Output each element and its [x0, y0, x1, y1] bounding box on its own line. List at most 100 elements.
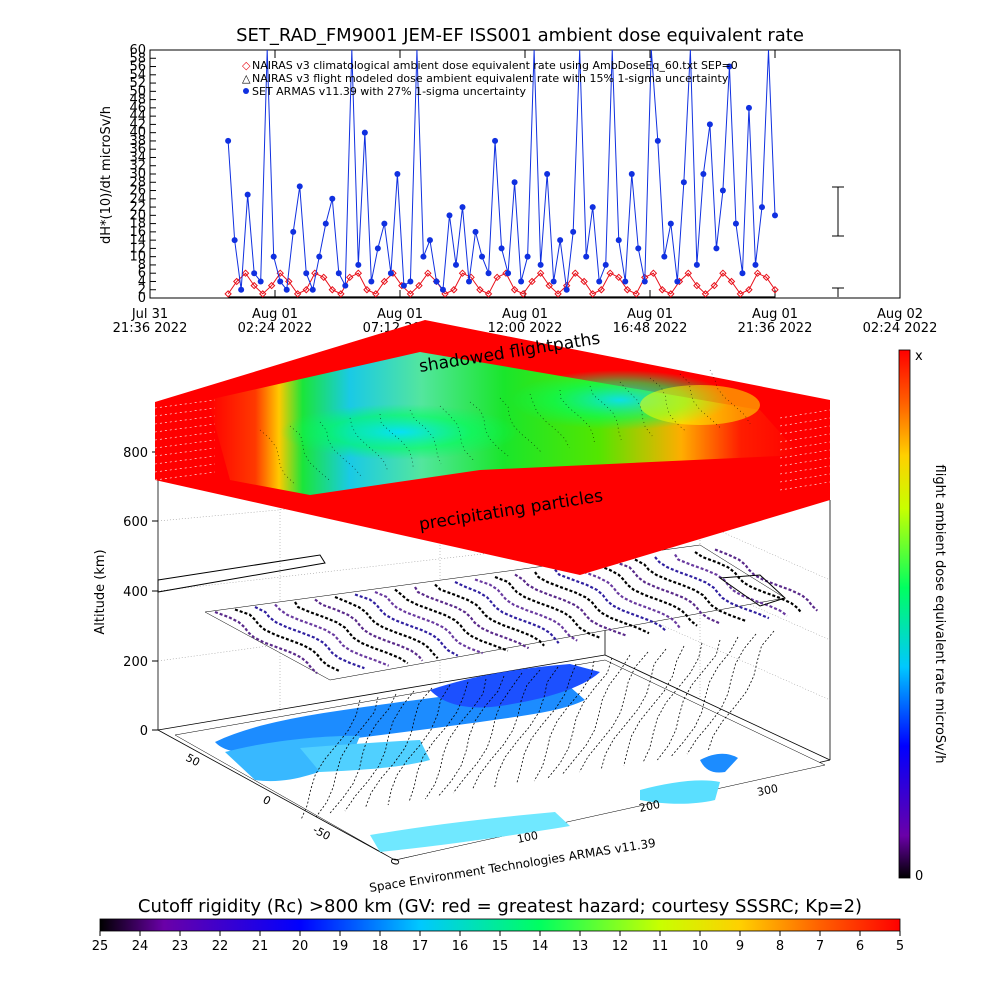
- series-set-armas-point: [732, 220, 739, 227]
- ground-track-strip: [157, 554, 326, 593]
- series-set-armas-point: [602, 261, 609, 268]
- series-set-armas-point: [654, 137, 661, 144]
- cutoff-rigidity-tick-label: 10: [692, 939, 709, 954]
- cutoff-rigidity-tick-label: 6: [856, 939, 864, 954]
- slab-layer-line: [154, 463, 216, 473]
- series-nairas-climatological-point: [458, 269, 467, 277]
- timeseries-y-tick-label: 38: [129, 134, 146, 149]
- flightpath-end-marker: [718, 574, 786, 607]
- series-set-armas-point: [524, 253, 531, 260]
- series-nairas-climatological-point: [267, 281, 276, 290]
- series-nairas-climatological-point: [536, 269, 545, 277]
- series-nairas-climatological-point: [658, 286, 666, 294]
- map-track: [452, 672, 523, 794]
- slab-shadow-track: [439, 405, 474, 461]
- flightpath-track: [554, 568, 667, 632]
- series-set-armas-point: [550, 278, 557, 285]
- series-set-armas-point: [452, 261, 459, 268]
- slab-layer-line: [779, 449, 831, 459]
- timeseries-x-tick-date: Aug 01: [252, 307, 298, 322]
- flightpath-track: [334, 595, 439, 659]
- timeseries-y-tick-label: 58: [129, 51, 146, 66]
- flightpath-track: [714, 548, 819, 612]
- series-nairas-climatological-point: [363, 286, 371, 294]
- slab-layer-line: [779, 433, 831, 443]
- series-set-armas-point: [752, 261, 759, 268]
- map-x-tick-100: 100: [516, 829, 539, 846]
- series-nairas-climatological-point: [693, 281, 701, 290]
- series-nairas-climatological-point: [406, 290, 415, 298]
- slab-layer-line: [779, 481, 831, 491]
- series-nairas-climatological-point: [224, 290, 232, 298]
- series-set-armas-point: [446, 212, 453, 219]
- map-flight-tracks: [300, 630, 775, 821]
- slab-shadow-track: [679, 373, 721, 429]
- uncertainty-error-bar: [832, 186, 844, 297]
- legend-marker-diamond: ◇: [242, 59, 251, 72]
- flightpath-track: [274, 603, 390, 667]
- series-set-armas-point: [244, 191, 251, 198]
- flightpath-track: [314, 598, 424, 662]
- flightpath-track: [694, 551, 803, 614]
- flightpath-track: [474, 578, 578, 642]
- series-nairas-climatological-point: [615, 273, 623, 282]
- series-set-armas-point: [479, 253, 486, 260]
- flightpath-track: [254, 606, 365, 670]
- timeseries-x-tick-time: 16:48 2022: [613, 321, 688, 336]
- timeseries-legend: ◇ NAIRAS v3 climatological ambient dose …: [242, 59, 738, 98]
- series-set-armas-point: [387, 270, 394, 277]
- colorbar-top-label: x: [915, 349, 923, 364]
- map-axis-ticks: 0 100 200 300 -50 0 50: [184, 751, 780, 867]
- series-nairas-climatological-point: [606, 269, 614, 277]
- timeseries-x-tick-date: Jul 31: [131, 307, 168, 322]
- timeseries-y-tick-label: 36: [129, 142, 146, 157]
- series-set-armas-point: [309, 286, 316, 293]
- series-nairas-climatological-point: [415, 281, 423, 290]
- timeseries-y-tick-label: 32: [129, 159, 146, 174]
- map-track: [686, 633, 757, 755]
- series-set-armas-point: [466, 278, 473, 285]
- series-set-armas-point: [544, 171, 551, 177]
- cutoff-rigidity-tick-label: 8: [776, 939, 784, 954]
- series-nairas-climatological-point: [571, 269, 579, 277]
- series-set-armas-point: [596, 278, 603, 285]
- slab-layer-line: [779, 465, 831, 475]
- series-nairas-climatological-point: [632, 290, 640, 298]
- timeseries-y-tick-label: 20: [129, 208, 146, 223]
- series-nairas-climatological-point: [241, 269, 250, 277]
- flightpath-track: [594, 563, 698, 627]
- map-track: [670, 636, 739, 758]
- cutoff-rigidity-tick-label: 13: [572, 939, 589, 954]
- flightpath-track: [574, 566, 681, 629]
- timeseries-y-tick-label: 48: [129, 93, 146, 108]
- timeseries-x-tick-date: Aug 02: [877, 307, 923, 322]
- map-track: [364, 687, 433, 809]
- series-nairas-climatological-line: [227, 272, 776, 295]
- map-track: [642, 642, 703, 764]
- timeseries-y-tick-label: 14: [129, 233, 146, 248]
- series-set-armas-point: [661, 253, 668, 260]
- series-set-armas-point: [374, 245, 381, 252]
- cutoff-rigidity-ticks: 25 24 23 22 21 20 19 18 17 16 15 14 13 12 11 10 9 8 7 6 5: [92, 931, 904, 954]
- map-track: [561, 654, 631, 776]
- timeseries-y-tick-label: 0: [138, 291, 146, 306]
- timeseries-x-tick-time: 02:24 2022: [238, 321, 313, 336]
- timeseries-x-tick-date: Aug 01: [752, 307, 798, 322]
- series-set-armas-point: [257, 278, 264, 285]
- series-nairas-climatological-point: [510, 286, 519, 294]
- timeseries-y-ticks: 0246810121416182022242628303234363840424…: [129, 43, 156, 306]
- flightpath-track: [354, 593, 459, 657]
- timeseries-x-tick-date: Aug 01: [502, 307, 548, 322]
- slab-shadow-track: [349, 417, 389, 473]
- series-nairas-climatological-point: [337, 290, 345, 298]
- timeseries-title: SET_RAD_FM9001 JEM-EF ISS001 ambient dos…: [236, 25, 804, 46]
- series-nairas-climatological-point: [259, 290, 267, 298]
- cutoff-rigidity-colorbar: Cutoff rigidity (Rc) >800 km (GV: red = …: [92, 896, 904, 954]
- map-track: [300, 699, 361, 821]
- legend-entry-nairas-flight-modeled: NAIRAS v3 flight modeled dose ambient eq…: [252, 72, 729, 85]
- slab-layer-line: [154, 423, 216, 433]
- timeseries-y-tick-label: 6: [138, 266, 146, 281]
- timeseries-y-tick-label: 4: [138, 274, 146, 289]
- series-set-armas-point: [628, 171, 635, 177]
